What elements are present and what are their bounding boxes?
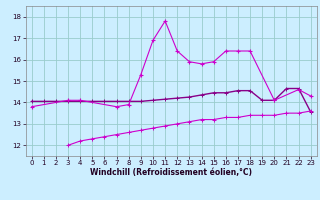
X-axis label: Windchill (Refroidissement éolien,°C): Windchill (Refroidissement éolien,°C) <box>90 168 252 177</box>
